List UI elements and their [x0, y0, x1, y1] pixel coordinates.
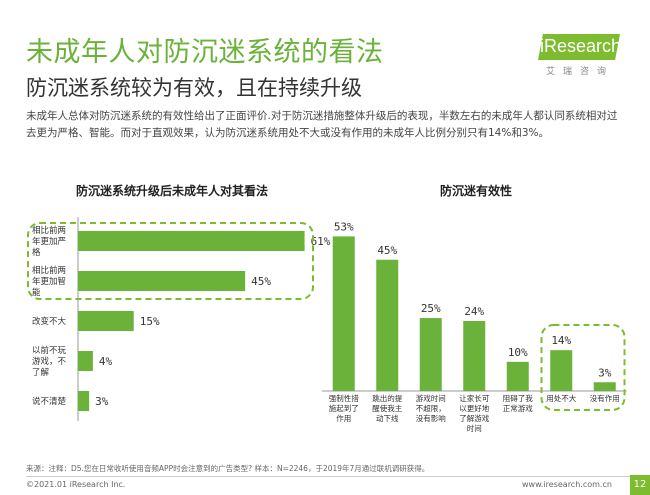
- right-category-label-2-1: 不超限，: [416, 404, 446, 413]
- left-bar-2: [78, 311, 134, 331]
- right-category-label-4-0: 阻碍了我: [503, 393, 533, 403]
- left-value-label-3: 4%: [99, 355, 113, 368]
- right-bar-0: [332, 236, 355, 391]
- right-value-label-1: 45%: [377, 244, 397, 257]
- iresearch-logo: iResearch 艾瑞咨询: [538, 34, 622, 77]
- footer-divider: [26, 476, 630, 477]
- right-value-label-2: 25%: [421, 302, 441, 315]
- left-highlight-box: [27, 222, 314, 300]
- right-category-label-0-1: 施起到了: [329, 403, 359, 413]
- right-value-label-5: 14%: [551, 334, 571, 347]
- left-chart-title: 防沉迷系统升级后未成年人对其看法: [76, 184, 269, 198]
- left-bar-0: [78, 231, 305, 251]
- right-category-label-3-1: 以更好地: [459, 403, 489, 413]
- left-category-label-0-0: 相比前两: [32, 225, 66, 236]
- logo-word: iResearch: [540, 36, 622, 56]
- left-category-label-4-0: 说不清楚: [32, 396, 67, 407]
- page-description: 未成年人总体对防沉迷系统的有效性给出了正面评价.对于防沉迷措施整体升级后的表现，…: [26, 110, 618, 139]
- left-category-label-3-0: 以前不玩: [32, 345, 67, 356]
- right-bar-6: [593, 382, 616, 391]
- left-value-label-4: 3%: [95, 395, 109, 408]
- page-subtitle: 防沉迷系统较为有效，且在持续升级: [26, 76, 362, 100]
- right-category-label-0-0: 强制性措: [329, 393, 359, 403]
- right-category-label-1-0: 跳出的提: [372, 393, 402, 403]
- right-bar-5: [550, 350, 573, 391]
- right-value-label-6: 3%: [598, 366, 612, 379]
- right-bar-1: [376, 259, 399, 391]
- left-category-label-3-2: 了解: [32, 367, 50, 378]
- logo-background: [538, 34, 620, 60]
- right-value-label-0: 53%: [334, 220, 354, 233]
- left-category-label-3-1: 游戏，不: [32, 356, 67, 367]
- right-category-label-1-1: 醒使我主: [372, 403, 402, 413]
- right-category-label-3-0: 让家长可: [459, 393, 489, 403]
- logo-subtitle: 艾瑞咨询: [546, 67, 615, 77]
- left-bar-3: [78, 351, 93, 371]
- left-category-label-1-0: 相比前两: [32, 265, 66, 276]
- right-bar-2: [419, 318, 442, 391]
- right-highlight-box: [540, 324, 626, 411]
- left-category-label-0-2: 格: [32, 247, 41, 258]
- right-category-label-4-1: 正常游戏: [503, 403, 533, 413]
- right-category-label-6-0: 没有作用: [590, 393, 620, 403]
- right-value-label-3: 24%: [464, 305, 484, 318]
- page-title: 未成年人对防沉迷系统的看法: [26, 37, 384, 68]
- left-category-label-1-1: 年更加智: [32, 276, 66, 287]
- right-category-label-1-2: 动下线: [376, 413, 399, 423]
- right-category-label-2-0: 游戏时间: [416, 393, 446, 403]
- right-bar-3: [463, 321, 486, 391]
- footer-note: 来源：注释：D5.您在日常收听使用音频APP时会注意到的广告类型? 样本：N=2…: [26, 464, 430, 473]
- right-bar-4: [506, 361, 529, 391]
- left-bar-1: [78, 271, 246, 291]
- left-category-label-1-2: 能: [32, 287, 41, 298]
- left-category-label-2-0: 改变不大: [32, 316, 67, 327]
- footer-url: www.iresearch.com.cn: [522, 480, 612, 489]
- left-value-label-1: 45%: [251, 275, 271, 288]
- left-value-label-2: 15%: [140, 315, 160, 328]
- left-value-label-0: 61%: [311, 235, 331, 248]
- right-category-label-3-2: 了解游戏: [459, 413, 489, 423]
- right-category-label-0-2: 作用: [336, 413, 351, 423]
- left-bar-4: [78, 391, 90, 411]
- right-value-label-4: 10%: [508, 346, 528, 359]
- page-number: 12: [630, 475, 650, 495]
- right-category-label-5-0: 用处不大: [546, 393, 576, 403]
- right-category-label-2-2: 没有影响: [416, 413, 446, 423]
- left-category-label-0-1: 年更加严: [32, 236, 66, 247]
- right-category-label-3-3: 时间: [467, 423, 482, 433]
- right-chart-title: 防沉迷有效性: [440, 184, 513, 198]
- footer-copyright: ©2021.01 iResearch Inc.: [26, 480, 126, 489]
